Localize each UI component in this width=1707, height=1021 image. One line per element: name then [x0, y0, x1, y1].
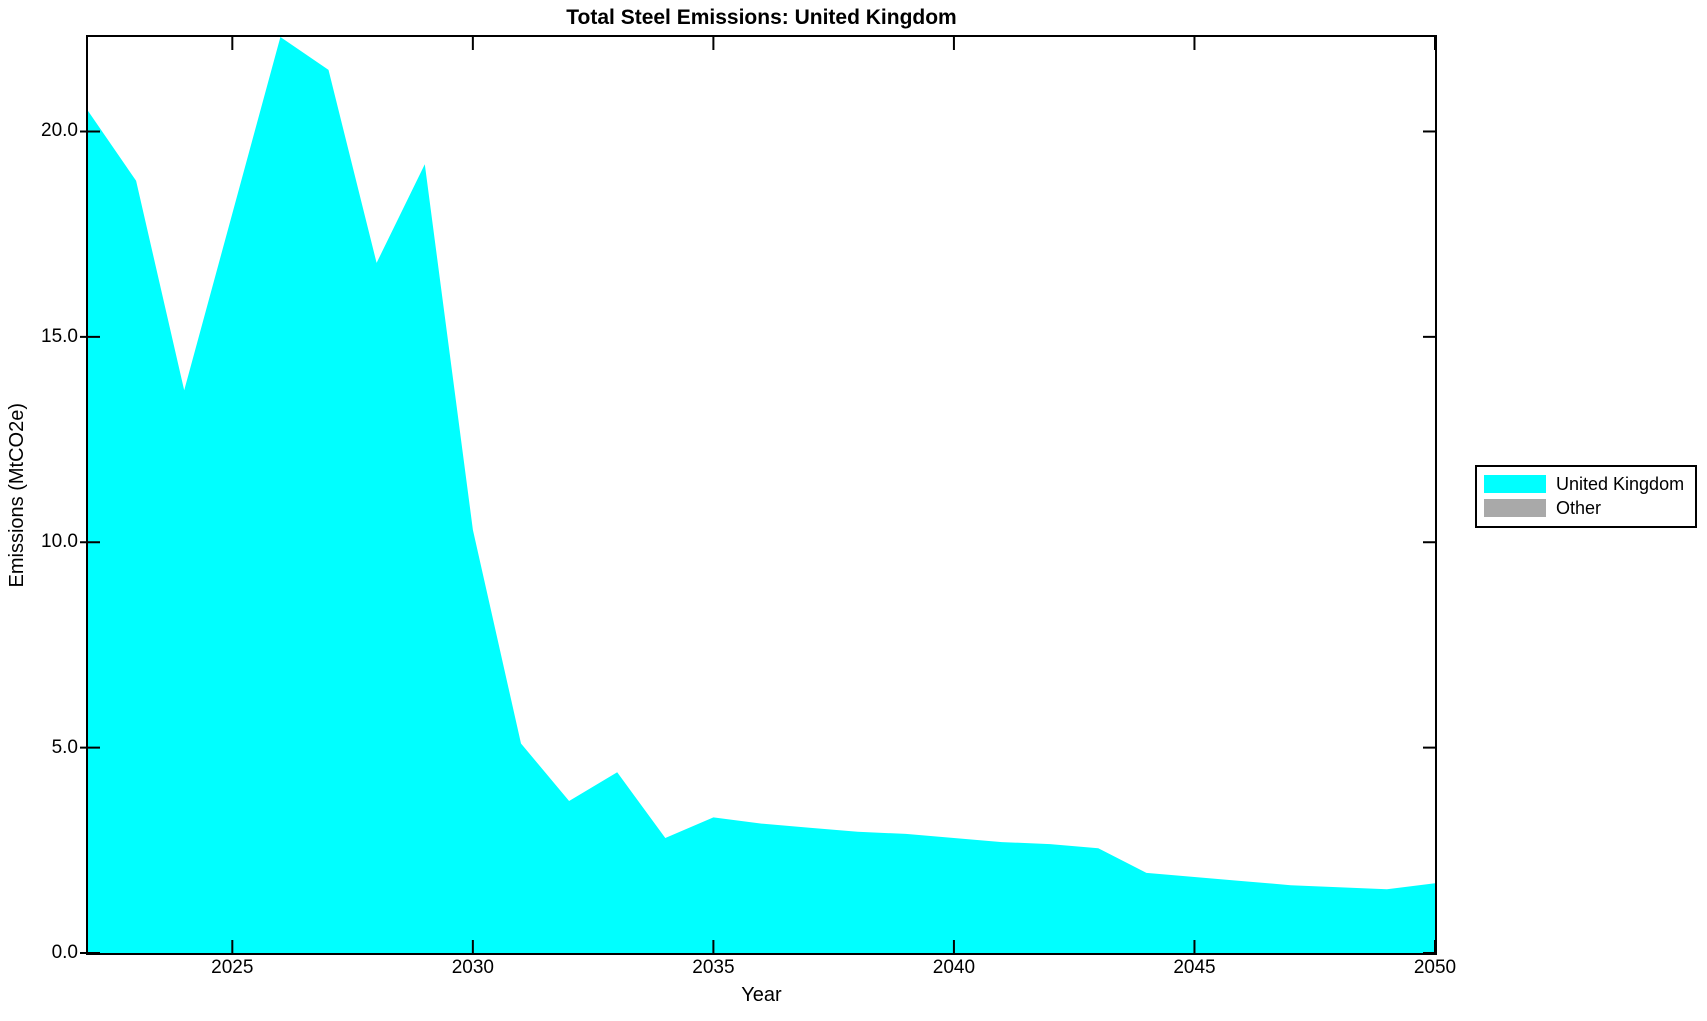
x-tick-label: 2035 — [692, 957, 735, 978]
x-tick-label: 2040 — [932, 957, 976, 978]
y-tick-label: 15.0 — [41, 325, 78, 347]
y-tick-label: 5.0 — [51, 736, 78, 758]
y-tick-label: 20.0 — [41, 120, 78, 142]
legend-item-united-kingdom: United Kingdom — [1484, 472, 1688, 496]
x-tick-label: 2030 — [451, 957, 494, 978]
legend: United Kingdom Other — [1475, 465, 1697, 528]
y-tick-label: 0.0 — [51, 942, 78, 963]
area-plot-svg — [80, 37, 1436, 954]
plot-area — [80, 35, 1437, 955]
legend-swatch-other — [1484, 499, 1546, 517]
x-tick-label: 2050 — [1413, 957, 1457, 978]
x-axis-title: Year — [741, 984, 782, 1006]
y-axis-title-wrap: Emissions (MtCO2e) — [6, 37, 29, 953]
uk-area-series — [88, 37, 1435, 953]
chart-title: Total Steel Emissions: United Kingdom — [566, 6, 957, 29]
legend-item-other: Other — [1484, 496, 1688, 520]
x-tick-label: 2045 — [1173, 957, 1216, 978]
legend-label-united-kingdom: United Kingdom — [1556, 473, 1685, 494]
y-axis-title: Emissions (MtCO2e) — [6, 402, 28, 588]
legend-label-other: Other — [1556, 497, 1602, 518]
x-tick-label: 2025 — [211, 957, 254, 978]
y-tick-label: 10.0 — [41, 531, 78, 553]
legend-swatch-united-kingdom — [1484, 475, 1546, 493]
